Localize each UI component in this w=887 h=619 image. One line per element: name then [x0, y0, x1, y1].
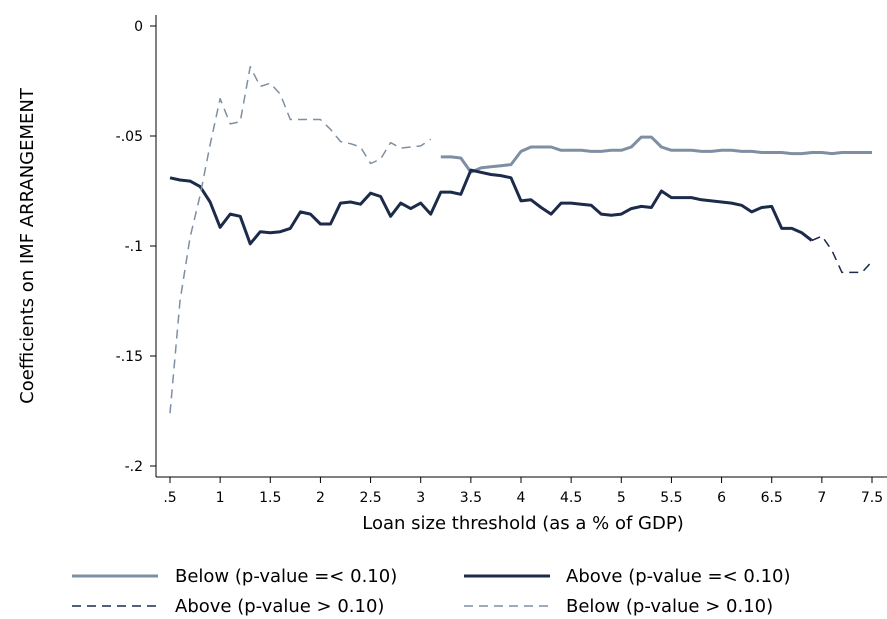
x-tick-label: 4 — [517, 490, 526, 506]
series-above-insignificant — [811, 235, 873, 274]
x-tick-label: 7 — [817, 490, 826, 506]
x-axis-ticks: .5 1 1.5 2 2.5 3 3.5 4 4.5 5 5.5 6 6.5 7 7.5 — [163, 477, 883, 506]
legend-label-below-significant: Below (p-value =< 0.10) — [175, 566, 397, 587]
y-tick-label: 0 — [134, 19, 143, 35]
y-tick-label: -.05 — [116, 129, 143, 145]
y-tick-label: -.1 — [125, 239, 143, 255]
x-tick-label: 2 — [316, 490, 325, 506]
x-tick-label: 3.5 — [460, 490, 482, 506]
y-tick-label: -.15 — [116, 349, 143, 365]
legend-label-above-significant: Above (p-value =< 0.10) — [566, 566, 791, 587]
x-tick-label: 6.5 — [761, 490, 783, 506]
y-axis-title: Coefficients on IMF ARRANGEMENT — [17, 87, 38, 404]
x-tick-label: 5.5 — [660, 490, 682, 506]
x-tick-label: .5 — [163, 490, 176, 506]
x-tick-label: 6 — [717, 490, 726, 506]
x-axis-title: Loan size threshold (as a % of GDP) — [362, 513, 684, 534]
x-tick-label: 3 — [416, 490, 425, 506]
x-tick-label: 7.5 — [861, 490, 883, 506]
plot-area — [169, 65, 873, 414]
y-axis-ticks: 0 -.05 -.1 -.15 -.2 — [116, 19, 156, 475]
series-below-insignificant — [169, 65, 432, 414]
x-tick-label: 1.5 — [259, 490, 281, 506]
y-tick-label: -.2 — [125, 459, 143, 475]
legend-label-above-insignificant: Above (p-value > 0.10) — [175, 596, 384, 617]
x-tick-label: 5 — [617, 490, 626, 506]
x-tick-label: 4.5 — [560, 490, 582, 506]
legend-label-below-insignificant: Below (p-value > 0.10) — [566, 596, 773, 617]
x-tick-label: 1 — [216, 490, 225, 506]
x-tick-label: 2.5 — [359, 490, 381, 506]
series-below-significant — [440, 135, 872, 174]
series-above-significant — [169, 168, 813, 246]
legend: Below (p-value =< 0.10) Above (p-value =… — [72, 566, 791, 617]
